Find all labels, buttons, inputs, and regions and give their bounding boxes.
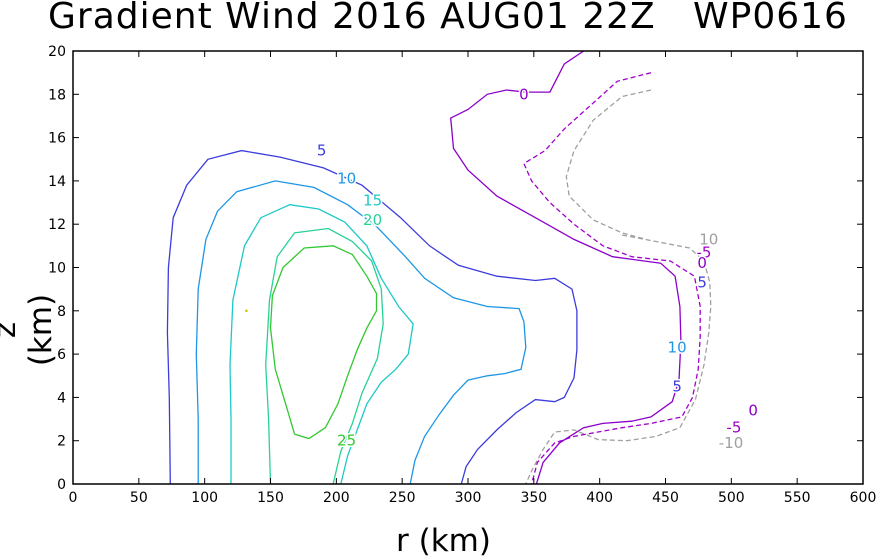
contour-label-10: 10 <box>668 339 687 357</box>
contour-label-3: 15 <box>363 191 382 209</box>
x-tick-label-6: 300 <box>455 490 482 506</box>
contour-label-11: 5 <box>672 378 682 396</box>
y-tick-label-10: 20 <box>48 44 66 60</box>
x-tick-label-4: 200 <box>323 490 350 506</box>
x-axis-label: r (km) <box>396 523 491 559</box>
contour-line-neg10-1 <box>525 234 712 485</box>
contour-label-0: 0 <box>519 85 529 103</box>
contour-label-5: 25 <box>337 432 356 450</box>
x-tick-label-3: 150 <box>257 490 284 506</box>
contour-line-25-8 <box>269 245 378 440</box>
contour-label-9: 5 <box>697 274 707 292</box>
y-tick-label-2: 4 <box>57 390 66 406</box>
contour-lines <box>166 50 712 485</box>
contour-line-0-3 <box>450 50 682 485</box>
y-tick-label-9: 18 <box>48 87 66 103</box>
x-tick-label-7: 350 <box>520 490 547 506</box>
y-tick-label-1: 2 <box>57 434 66 450</box>
contour-label-13: -5 <box>726 419 741 437</box>
x-tick-label-11: 550 <box>784 490 811 506</box>
y-tick-label-7: 14 <box>48 174 66 190</box>
contour-label-8: 0 <box>697 254 707 272</box>
contour-line-20-7 <box>265 227 384 485</box>
x-tick-label-1: 50 <box>130 490 148 506</box>
x-tick-label-5: 250 <box>389 490 416 506</box>
contour-label-1: 5 <box>317 142 327 160</box>
contour-label-6: 10 <box>699 230 718 248</box>
x-tick-label-2: 100 <box>191 490 218 506</box>
contour-label-12: 0 <box>748 401 758 419</box>
x-tick-label-9: 450 <box>652 490 679 506</box>
contour-line-neg10-0 <box>565 89 652 241</box>
x-tick-label-8: 400 <box>586 490 613 506</box>
axis-ticks: 0 50 100 150 200 250 300 350 400 450 500 550 6000246… <box>48 44 876 506</box>
contour-line-15-6 <box>229 204 414 485</box>
plot-frame <box>72 50 864 485</box>
contour-label-4: 20 <box>363 211 382 229</box>
y-tick-label-4: 8 <box>57 304 66 320</box>
center-mark <box>245 309 248 313</box>
y-tick-label-6: 12 <box>48 217 66 233</box>
contour-label-2: 10 <box>337 170 356 188</box>
contour-label-14: -10 <box>719 434 744 452</box>
y-tick-label-5: 10 <box>48 261 66 277</box>
y-tick-label-3: 6 <box>57 347 66 363</box>
contour-label-7: -5 <box>697 243 712 261</box>
contour-line-5-4 <box>166 149 578 485</box>
chart-title: Gradient Wind 2016 AUG01 22Z WP0616 <box>48 0 848 37</box>
x-tick-label-12: 600 <box>850 490 877 506</box>
y-tick-label-8: 16 <box>48 131 66 147</box>
y-tick-label-0: 0 <box>57 477 66 493</box>
contour-line-10-5 <box>195 180 527 485</box>
contour-line-neg5-2 <box>523 72 701 485</box>
x-tick-label-0: 0 <box>69 490 78 506</box>
x-tick-label-10: 500 <box>718 490 745 506</box>
